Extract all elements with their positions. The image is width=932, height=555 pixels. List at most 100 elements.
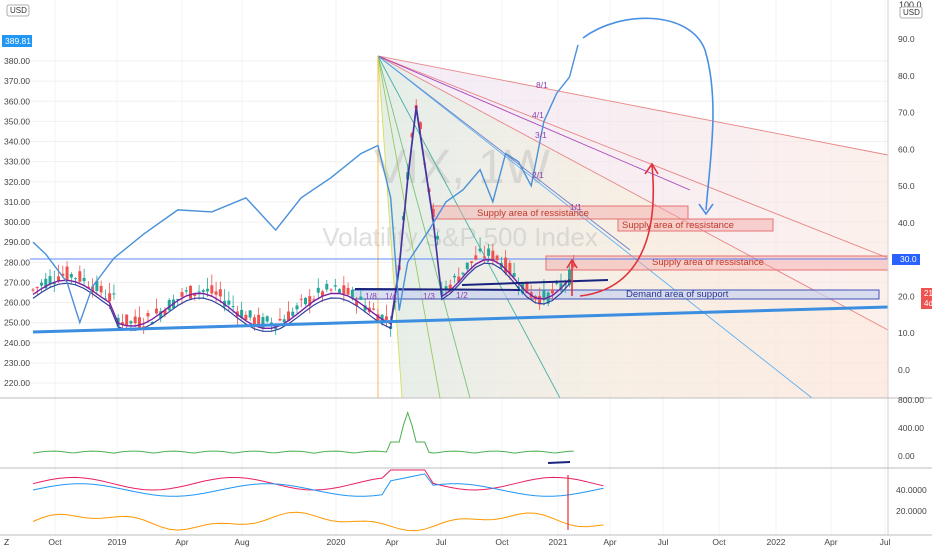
badge-216-text: 21.6 xyxy=(924,289,932,298)
candle-body xyxy=(167,299,171,311)
time-tick-label: Apr xyxy=(385,537,398,547)
candle-body xyxy=(103,298,107,300)
zones: Supply area of ressistance Supply area o… xyxy=(352,205,891,300)
right-tick-label: 70.0 xyxy=(898,108,915,118)
left-tick-label: 240.00 xyxy=(4,338,30,348)
panel3-series xyxy=(32,511,604,532)
candle-body xyxy=(40,282,44,286)
candle-body xyxy=(525,281,529,294)
time-tick-label: 2019 xyxy=(108,537,127,547)
candle-body xyxy=(478,248,482,252)
right-tick-label: 60.0 xyxy=(898,144,915,154)
candle-body xyxy=(265,316,269,322)
panel3-series xyxy=(32,473,604,497)
candle-body xyxy=(567,269,571,285)
time-tick-label: Jul xyxy=(436,537,447,547)
panel3-tick: 40.0000 xyxy=(896,485,927,495)
supply-label-1: Supply area of ressistance xyxy=(477,208,589,219)
candle-body xyxy=(154,308,158,314)
candle-body xyxy=(91,286,95,293)
candle-body xyxy=(61,273,65,276)
time-tick-label: Oct xyxy=(48,537,62,547)
fan-label: 1/8 xyxy=(365,291,377,301)
time-tick-label: Oct xyxy=(712,537,726,547)
left-tick-label: 380.00 xyxy=(4,56,30,66)
candle-body xyxy=(69,273,73,278)
candle-body xyxy=(325,283,329,290)
right-currency: USD xyxy=(903,8,920,17)
blue-arrow-head xyxy=(698,203,714,216)
left-tick-label: 230.00 xyxy=(4,358,30,368)
candle-body xyxy=(257,314,261,325)
candle-body xyxy=(95,280,99,291)
candle-body xyxy=(333,285,337,287)
left-tick-label: 220.00 xyxy=(4,378,30,388)
candle-body xyxy=(206,288,210,292)
panel3-tick: 20.0000 xyxy=(896,506,927,516)
fan-line xyxy=(377,55,691,191)
candle-body xyxy=(184,290,188,292)
candle-body xyxy=(278,318,282,321)
candle-body xyxy=(559,283,563,290)
fan-line xyxy=(377,55,889,331)
panel3-series xyxy=(32,469,604,491)
left-price-value: 389.81 xyxy=(5,36,31,46)
spx-overlay-line xyxy=(32,44,579,325)
right-currency-box[interactable] xyxy=(899,6,923,19)
panel2-series xyxy=(32,411,574,454)
blue-projection-arrow xyxy=(582,17,714,211)
supply-label-2: Supply area of ressistance xyxy=(622,220,734,231)
candle-body xyxy=(512,273,516,277)
candle-body xyxy=(150,322,154,325)
candle-body xyxy=(299,298,303,300)
candle-body xyxy=(82,277,86,282)
z-label[interactable]: Z xyxy=(4,537,9,547)
candle-body xyxy=(372,308,376,310)
candle-body xyxy=(474,255,478,260)
candle-body xyxy=(189,285,193,299)
gann-fan-lines xyxy=(377,55,889,399)
fan-line xyxy=(377,55,889,259)
candle-body xyxy=(244,314,248,321)
left-tick-label: 280.00 xyxy=(4,257,30,267)
right-tick-label: 0.0 xyxy=(898,365,910,375)
panel2-tick: 0.00 xyxy=(898,451,915,461)
small-red-arrow xyxy=(566,258,578,296)
candle-body xyxy=(137,317,141,328)
indicator-panel-volume[interactable]: 800.00 400.00 0.00 xyxy=(32,395,924,464)
time-tick-label: Jul xyxy=(658,537,669,547)
candle-body xyxy=(491,250,495,261)
ma-purple xyxy=(32,105,571,329)
fan-line xyxy=(377,55,441,399)
candle-body xyxy=(338,289,342,293)
time-tick-label: Jul xyxy=(880,537,891,547)
fan-labels: 8/1 4/1 3/1 2/1 1/1 1/2 1/3 1/4 1/8 xyxy=(365,80,582,301)
left-tick-label: 330.00 xyxy=(4,157,30,167)
time-tick-label: Oct xyxy=(495,537,509,547)
red-arrow-head xyxy=(644,162,659,175)
left-currency: USD xyxy=(10,6,27,15)
candle-body xyxy=(359,296,363,300)
time-tick-label: Apr xyxy=(175,537,188,547)
fan-line xyxy=(377,55,813,399)
indicator-panel-oscillator[interactable]: 40.0000 20.0000 xyxy=(32,469,927,532)
left-currency-box[interactable] xyxy=(6,4,30,17)
candle-body xyxy=(316,287,320,293)
right-tick-label: 20.0 xyxy=(898,291,915,301)
left-tick-label: 300.00 xyxy=(4,217,30,227)
left-tick-label: 270.00 xyxy=(4,277,30,287)
supply-box-2 xyxy=(617,218,774,232)
candle-body xyxy=(482,256,486,258)
left-tick-label: 290.00 xyxy=(4,237,30,247)
candle-body xyxy=(453,275,457,278)
candle-body xyxy=(44,278,48,289)
candle-body xyxy=(176,298,180,300)
candle-body xyxy=(201,290,205,292)
candle-body xyxy=(146,313,150,317)
candle-body xyxy=(282,319,286,323)
fan-line xyxy=(377,55,561,399)
fan-label: 1/2 xyxy=(456,290,468,300)
candle-body xyxy=(78,271,82,282)
